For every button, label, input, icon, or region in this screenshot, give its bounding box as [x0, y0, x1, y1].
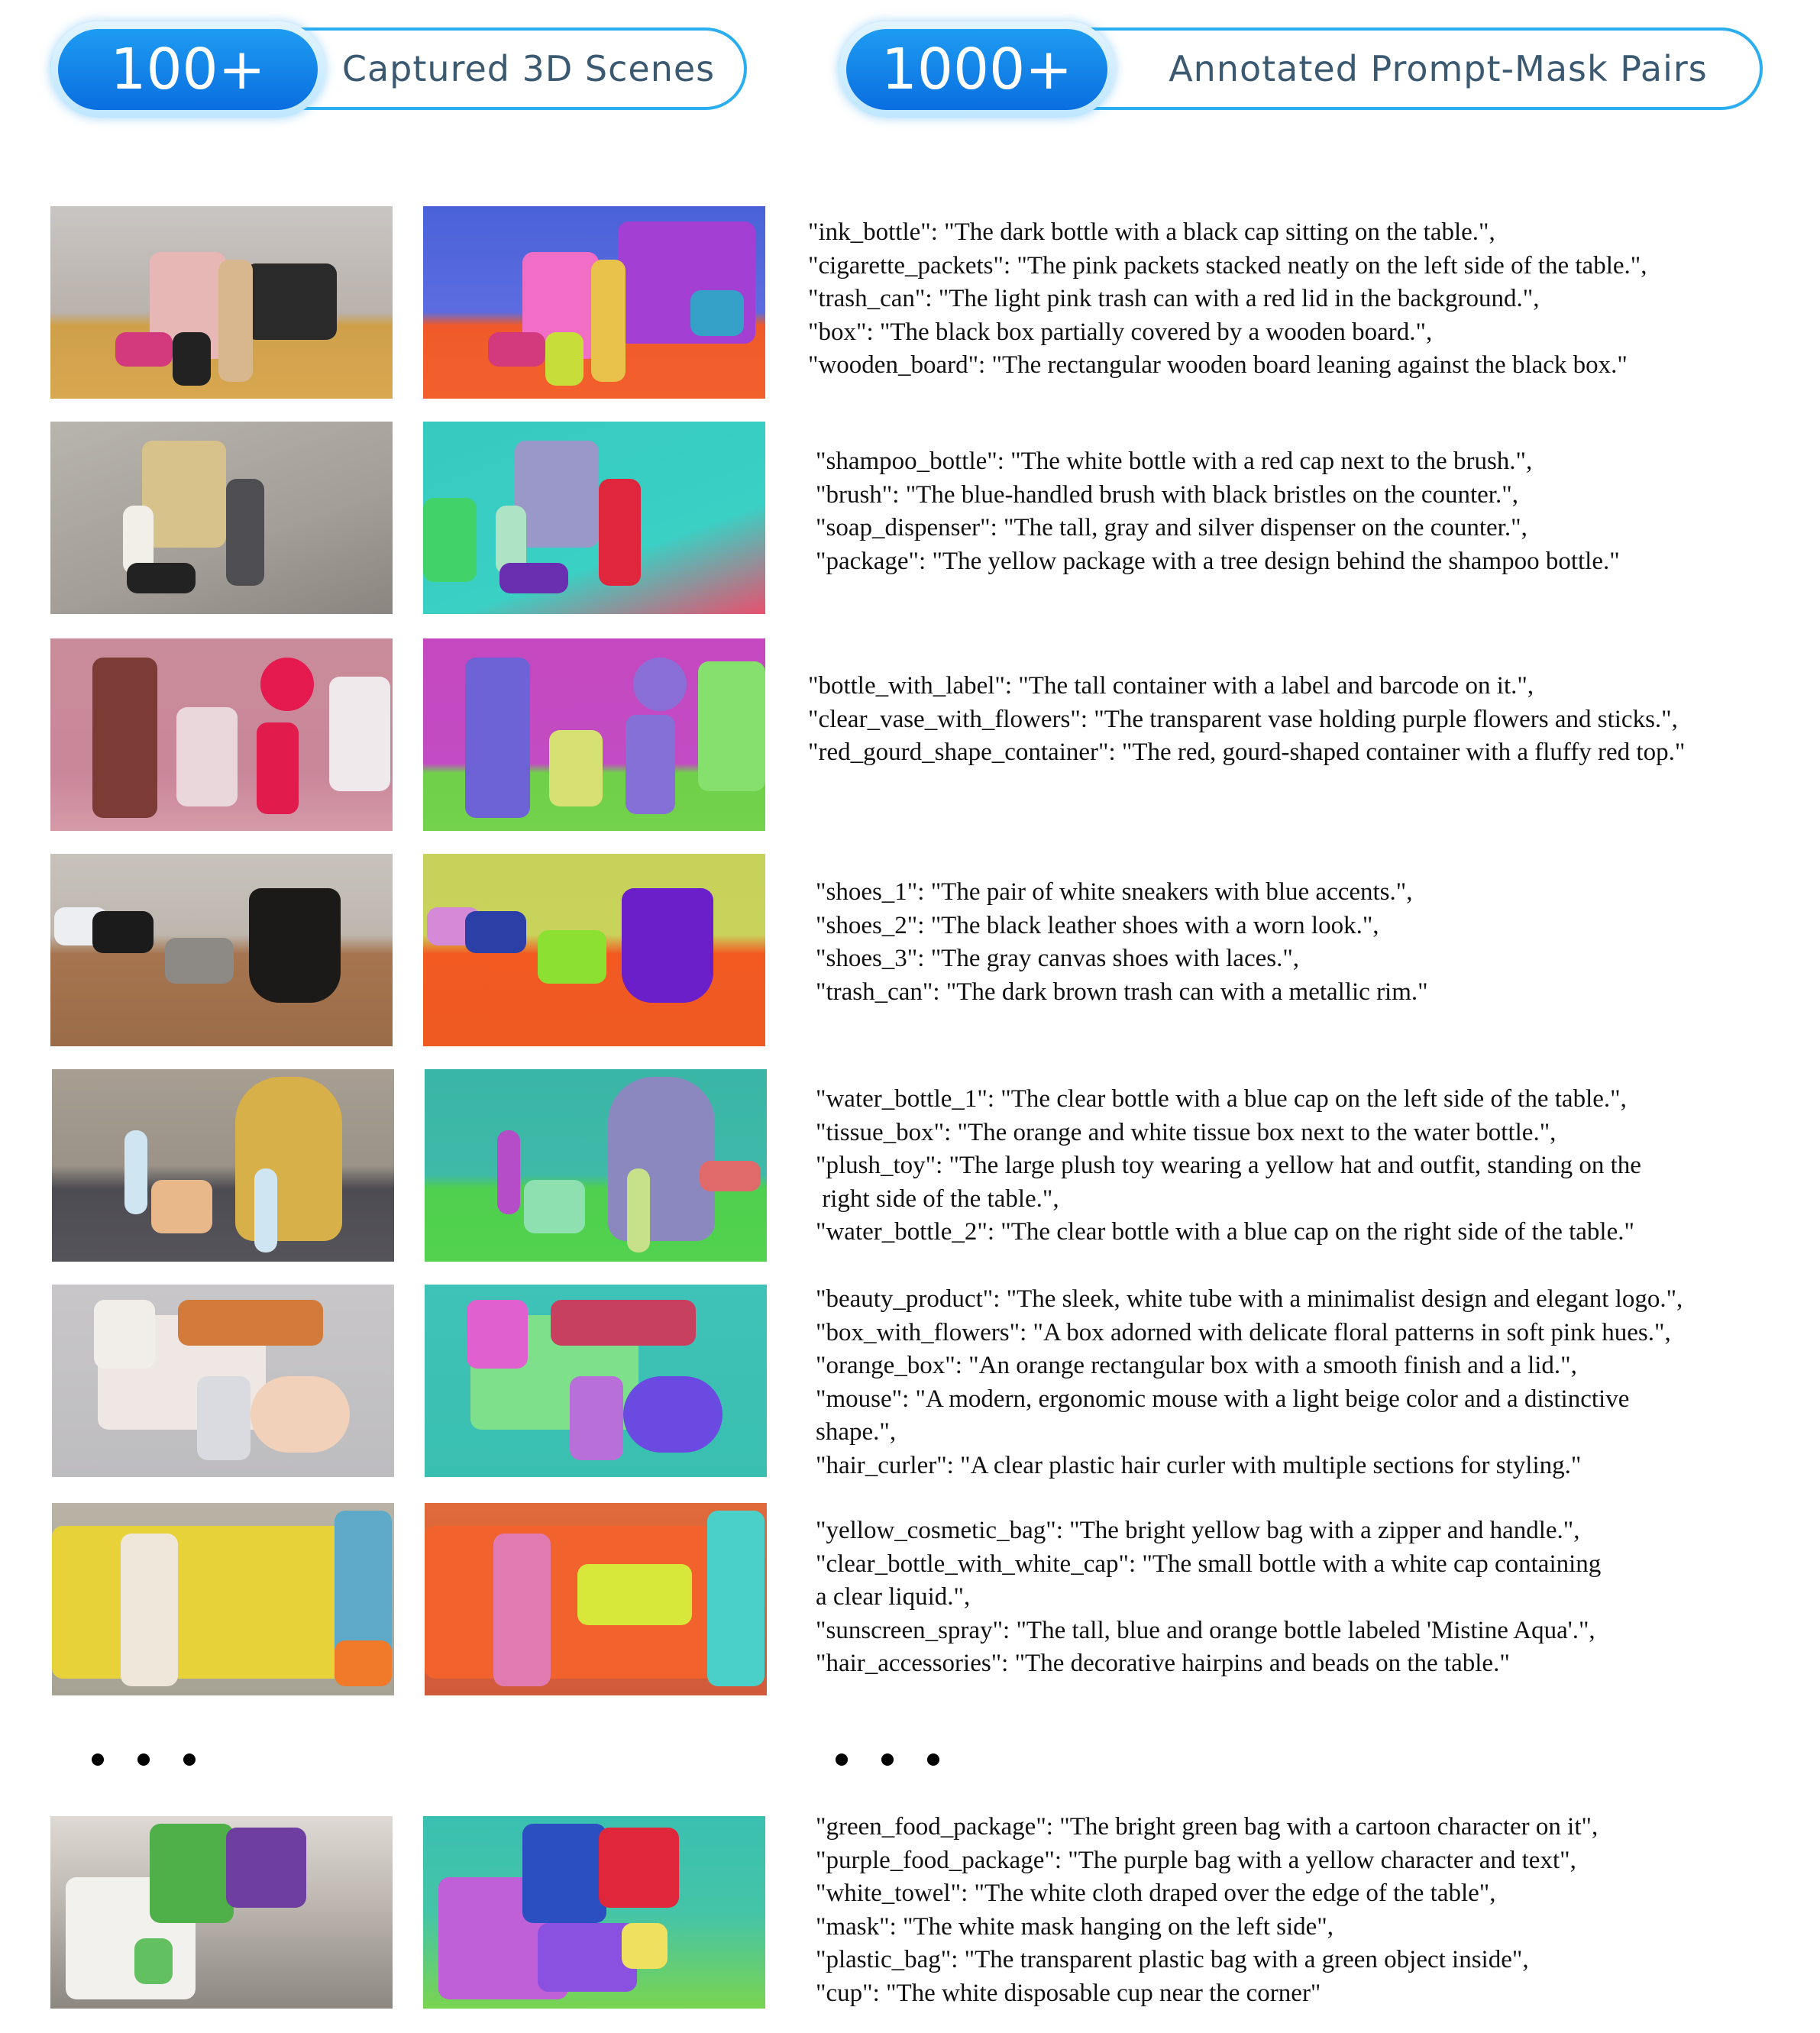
scene-photo-3	[50, 638, 393, 831]
scene-mask-5	[425, 1069, 767, 1262]
scene-mask-1	[423, 206, 765, 399]
annotation-block-8: "green_food_package": "The bright green …	[816, 1813, 1599, 2007]
scene-photo-7	[52, 1503, 394, 1695]
scene-mask-4	[423, 854, 765, 1046]
ellipsis-dot	[927, 1753, 939, 1766]
scene-photo-1	[50, 206, 393, 399]
scene-photo-4	[50, 854, 393, 1046]
scene-mask-7	[425, 1503, 767, 1695]
pairs-count: 1000+	[846, 29, 1107, 110]
scenes-count-badge: 100+	[50, 21, 325, 118]
pairs-label: Annotated Prompt-Mask Pairs	[1169, 48, 1708, 89]
scene-mask-6	[425, 1285, 767, 1477]
pairs-label-pill: Annotated Prompt-Mask Pairs	[839, 27, 1763, 110]
pairs-badge: Annotated Prompt-Mask Pairs 1000+	[839, 21, 1763, 118]
scenes-badge: Captured 3D Scenes 100+	[50, 21, 747, 118]
annotation-block-2: "shampoo_bottle": "The white bottle with…	[816, 448, 1620, 575]
scene-mask-2	[423, 422, 765, 614]
annotation-block-5: "water_bottle_1": "The clear bottle with…	[816, 1085, 1641, 1246]
pairs-count-badge: 1000+	[839, 21, 1115, 118]
scenes-count: 100+	[58, 29, 318, 110]
annotation-block-1: "ink_bottle": "The dark bottle with a bl…	[808, 218, 1647, 379]
ellipsis-dot	[137, 1753, 150, 1766]
ellipsis-dot	[836, 1753, 848, 1766]
ellipsis-dot	[881, 1753, 894, 1766]
scene-photo-6	[52, 1285, 394, 1477]
ellipsis-right	[836, 1753, 939, 1766]
scene-mask-3	[423, 638, 765, 831]
scene-mask-8	[423, 1816, 765, 2009]
scene-photo-5	[52, 1069, 394, 1262]
annotation-block-4: "shoes_1": "The pair of white sneakers w…	[816, 878, 1428, 1006]
annotation-block-3: "bottle_with_label": "The tall container…	[808, 672, 1686, 766]
scenes-label: Captured 3D Scenes	[341, 48, 716, 89]
scene-photo-2	[50, 422, 393, 614]
ellipsis-dot	[92, 1753, 104, 1766]
annotation-block-7: "yellow_cosmetic_bag": "The bright yello…	[816, 1517, 1602, 1677]
scene-photo-8	[50, 1816, 393, 2009]
ellipsis-left	[92, 1753, 196, 1766]
annotation-block-6: "beauty_product": "The sleek, white tube…	[816, 1285, 1683, 1479]
ellipsis-dot	[183, 1753, 196, 1766]
